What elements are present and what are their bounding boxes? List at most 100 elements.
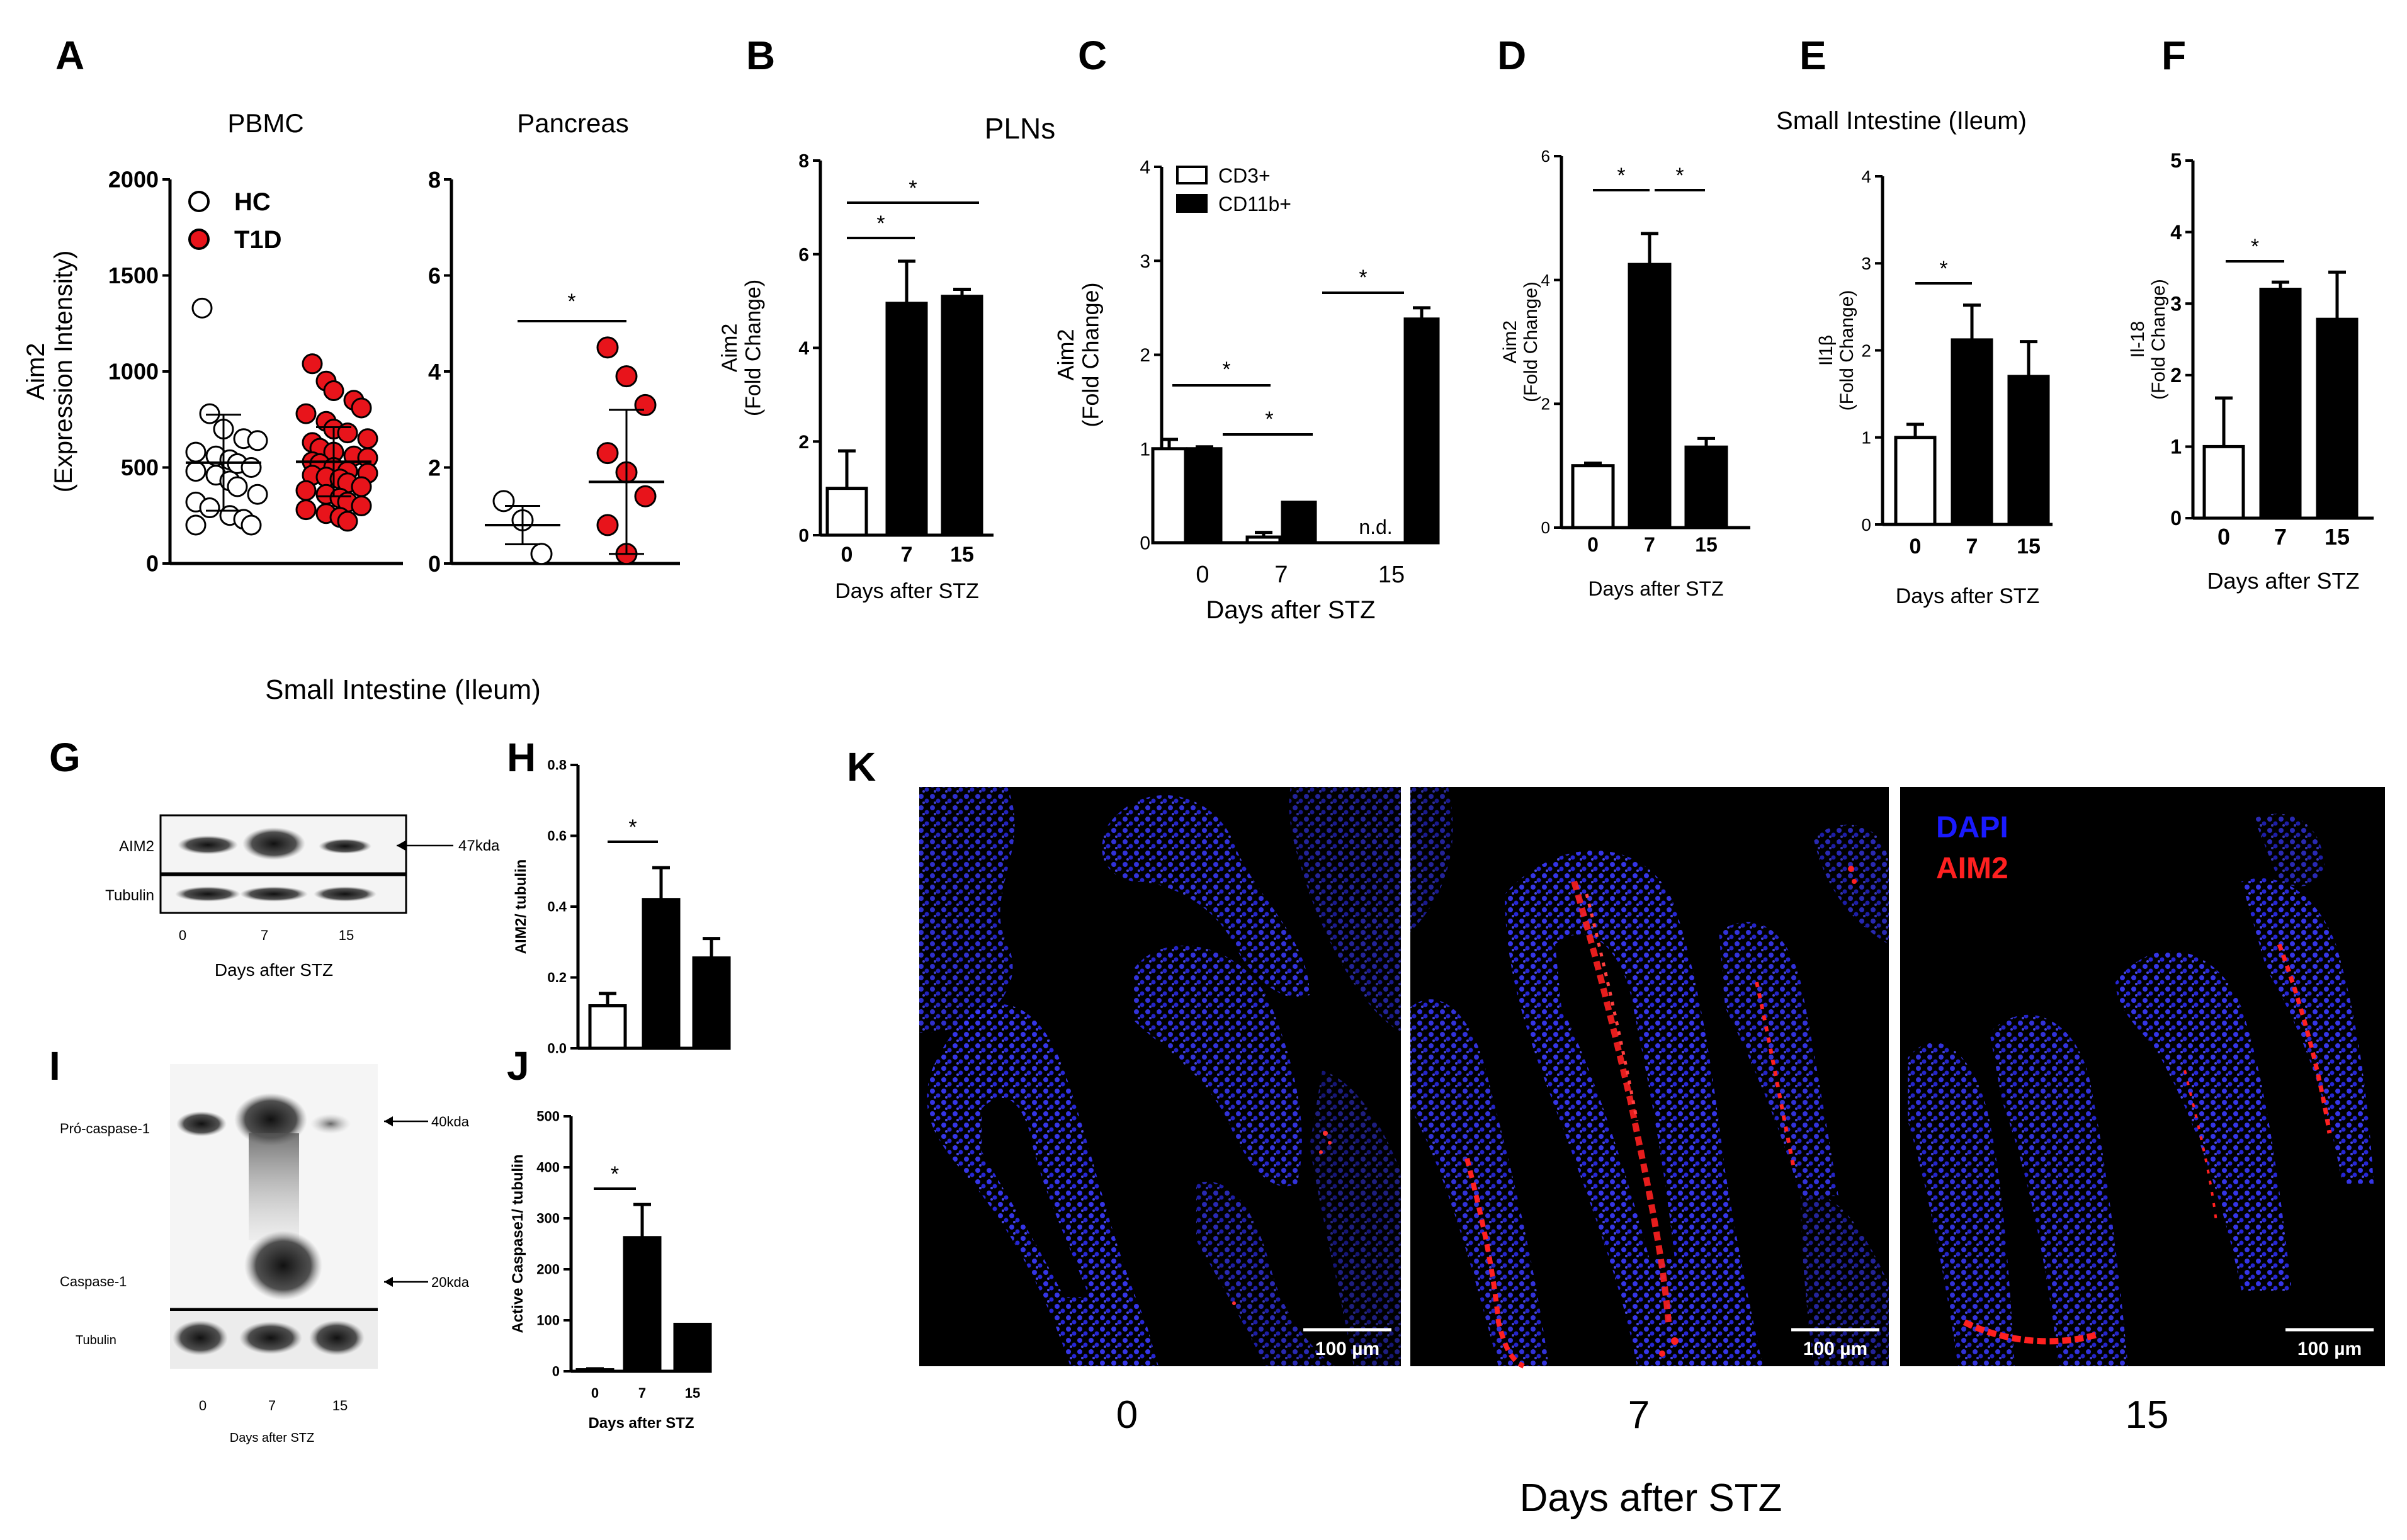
x-tick-label: 7: [901, 543, 913, 567]
blot-i-row-procaspase: Pró-caspase-1: [60, 1121, 150, 1136]
western-blot-g: AIM2 Tubulin 47kda 0 7 15 Days after STZ: [105, 814, 500, 980]
bar: [2007, 375, 2050, 526]
blot-smear: [249, 1133, 299, 1240]
data-point: [596, 442, 619, 465]
y-axis-label: Aim2: [718, 324, 742, 372]
data-point: [185, 514, 207, 536]
y-tick-label: 4: [1541, 271, 1550, 290]
y-axis-label-units: (Expression Intensity): [50, 251, 77, 493]
data-point: [634, 485, 657, 507]
data-point: [295, 499, 317, 521]
bar: [2316, 317, 2359, 520]
bar: [1894, 436, 1937, 526]
bar: [2202, 444, 2245, 520]
chart-pbmc: 0 500 1000 1500 2000 Aim2 (Expression Intensit…: [22, 108, 403, 577]
x-tick-label: 7: [1966, 535, 1978, 558]
y-tick-label: 4: [798, 338, 809, 359]
data-point: [241, 457, 262, 478]
x-axis-label: Days after STZ: [2207, 568, 2359, 594]
significance-star: *: [1359, 266, 1367, 290]
panel-letter-h: H: [507, 735, 536, 780]
significance-star: *: [1222, 358, 1230, 382]
data-point: [323, 380, 344, 401]
y-tick-label: 0: [1140, 533, 1150, 554]
significance-star: *: [1939, 257, 1947, 281]
y-tick-label: 8: [428, 167, 441, 193]
data-point: [351, 476, 372, 497]
micrograph-xlabel: Days after STZ: [1520, 1476, 1782, 1520]
y-axis-label-units: (Fold Change): [2148, 279, 2169, 400]
data-point: [295, 403, 317, 424]
x-axis-label: Days after STZ: [588, 1415, 694, 1432]
blot-band: [309, 1320, 365, 1356]
chart-active-caspase1: 0 100 200 300 400 500 Active Caspase1/ tubulin…: [509, 1109, 712, 1432]
x-tick-label: 15: [2017, 535, 2041, 558]
blot-g-row-tubulin: Tubulin: [105, 887, 154, 904]
x-tick-label: 7: [1274, 562, 1288, 588]
y-tick-label: 0: [798, 526, 809, 546]
blot-i-lane-7: 7: [268, 1398, 276, 1413]
bar: [1186, 447, 1223, 545]
panel-letter-a: A: [55, 33, 84, 78]
bar: [1281, 501, 1317, 545]
blot-band: [240, 886, 308, 902]
bar: [1951, 338, 1993, 526]
x-axis-label: Days after STZ: [1206, 596, 1376, 624]
y-tick-label: 2000: [108, 167, 159, 193]
blot-i-lane-15: 15: [332, 1398, 348, 1413]
y-tick-label: 4: [1140, 157, 1150, 178]
data-point: [241, 514, 262, 536]
bar: [1628, 263, 1672, 529]
x-tick-label: 7: [638, 1385, 646, 1401]
micrograph-panel: 100 µm 100 µm: [919, 787, 2385, 1520]
y-tick-label: 3: [1140, 251, 1150, 272]
data-point: [199, 497, 220, 519]
y-tick-label: 0.2: [547, 970, 567, 985]
blot-g-lane-15: 15: [339, 927, 354, 943]
y-tick-label: 0: [1861, 515, 1871, 535]
y-tick-label: 4: [1861, 167, 1871, 186]
significance-star: *: [611, 1162, 619, 1186]
y-axis-label: Aim2: [22, 343, 50, 400]
y-axis-label: Il-18: [2127, 321, 2148, 358]
bar: [941, 295, 983, 537]
y-tick-label: 3: [1861, 254, 1871, 273]
data-point: [492, 490, 515, 512]
y-tick-label: 2: [2170, 364, 2182, 387]
significance-star: *: [909, 176, 917, 200]
blot-band: [242, 827, 305, 860]
blot-band: [239, 1322, 302, 1354]
significance-star: *: [567, 290, 575, 314]
x-tick-label: 15: [950, 543, 974, 567]
header-plns: PLNs: [985, 112, 1055, 145]
data-point: [247, 430, 268, 451]
y-tick-label: 1: [1861, 428, 1871, 448]
y-tick-label: 0.8: [547, 757, 567, 773]
legend-label-t1d: T1D: [234, 226, 282, 254]
x-tick-label: 7: [1644, 533, 1655, 556]
x-tick-label: 15: [1378, 562, 1405, 588]
panel-letter-f: F: [2161, 33, 2186, 78]
y-tick-label: 1: [1140, 439, 1150, 460]
significance-star: *: [2251, 235, 2259, 259]
blot-g-marker-47kda: 47kda: [458, 837, 500, 854]
y-axis-label: Il1β: [1816, 335, 1837, 366]
data-point: [227, 476, 248, 497]
bar: [2259, 287, 2302, 520]
x-axis-label: Days after STZ: [1588, 577, 1723, 600]
x-tick-label: 0: [1196, 562, 1209, 588]
y-tick-label: 0.6: [547, 828, 567, 844]
y-tick-label: 300: [536, 1211, 560, 1226]
x-tick-label: 0: [591, 1385, 599, 1401]
data-point: [357, 428, 378, 450]
y-axis-label-units: (Fold Change): [1078, 282, 1104, 427]
data-point: [295, 480, 317, 501]
y-tick-label: 3: [2170, 292, 2182, 315]
panel-letter-j: J: [507, 1043, 530, 1089]
legend-swatch-cd3: [1176, 166, 1208, 184]
panel-letter-g: G: [49, 735, 81, 780]
y-axis-label-units: (Fold Change): [1521, 281, 1541, 402]
blot-band: [319, 839, 371, 854]
legend-aim2: AIM2: [1936, 852, 2008, 885]
x-tick-label: 0: [2217, 524, 2230, 550]
